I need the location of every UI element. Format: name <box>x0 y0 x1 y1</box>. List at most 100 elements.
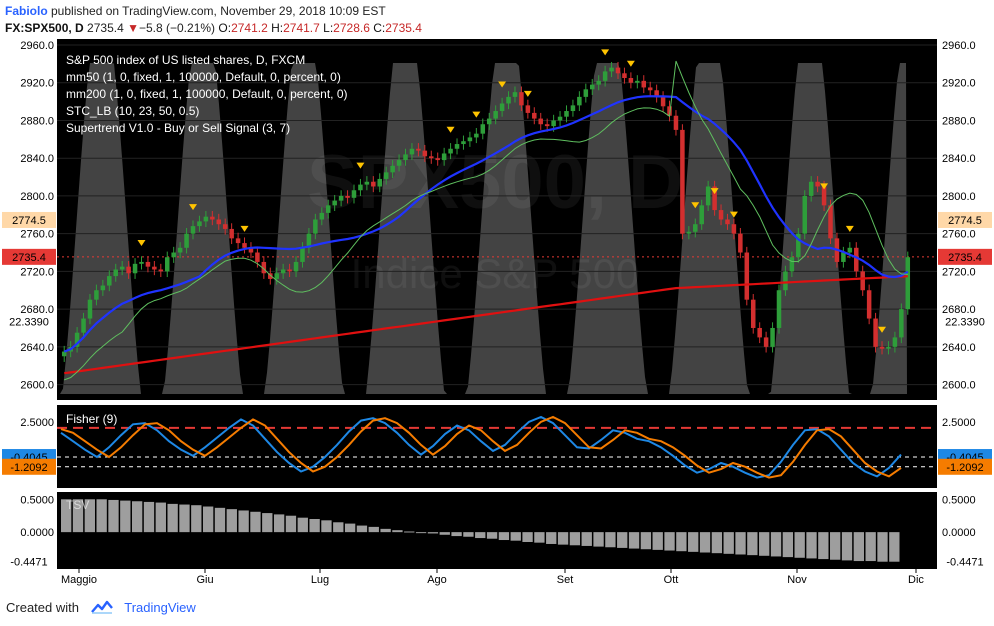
sell-signal-marker <box>356 162 365 169</box>
grid <box>57 44 937 386</box>
tsv-bar <box>344 523 356 533</box>
candle-body <box>280 269 286 274</box>
tsv-bar <box>557 532 569 545</box>
candle-body <box>589 84 595 90</box>
candle-body <box>416 148 421 151</box>
tsv-tick-left: 0.5000 <box>20 494 54 506</box>
fisher-tag-right-bg <box>938 458 992 475</box>
y-tick-label-left: 2840.0 <box>20 153 54 165</box>
candle-body <box>602 71 608 81</box>
tsv-bar <box>262 513 273 533</box>
open-label: O: <box>218 21 232 35</box>
tsv-bars <box>61 499 900 562</box>
candle-body <box>190 226 196 234</box>
candle-body <box>667 106 672 116</box>
candle-body <box>274 273 279 279</box>
candle-body <box>287 269 292 272</box>
supertrend-price-tag-left: 2774.5 <box>12 215 46 227</box>
candle-body <box>325 205 331 213</box>
candle-body <box>229 228 234 239</box>
legend-title: S&P 500 index of US listed shares, D, FX… <box>66 53 305 67</box>
fisher-label[interactable]: Fisher (9) <box>66 412 117 426</box>
candle-body <box>635 80 640 83</box>
tsv-bar <box>415 532 427 534</box>
candle-body <box>654 90 659 97</box>
candle-body <box>448 148 453 154</box>
candle-body <box>892 337 898 347</box>
tsv-bar <box>309 519 320 533</box>
y-tick-label-right: 2680.0 <box>942 304 976 316</box>
candle-body <box>396 160 402 166</box>
close-value: 2735.4 <box>385 21 422 35</box>
candle-body <box>789 257 795 272</box>
sell-signal-marker <box>446 126 455 133</box>
candle-body <box>390 165 395 173</box>
candle-body <box>763 337 769 347</box>
supertrend-price-tag-left-bg <box>2 211 56 228</box>
candle-body <box>544 124 550 127</box>
fisher-pane[interactable] <box>57 405 937 488</box>
candle-body <box>802 195 808 234</box>
candle-body <box>738 233 743 253</box>
tradingview-logo-icon[interactable] <box>90 600 113 617</box>
candle-body <box>757 327 762 338</box>
y-tick-label-right: 2960.0 <box>942 40 976 52</box>
created-with-text: Created with <box>6 600 79 615</box>
candle-body <box>467 137 473 142</box>
candle-body <box>615 67 621 74</box>
y-tick-label-right: 2600.0 <box>942 380 976 392</box>
candle-body <box>564 111 569 117</box>
tsv-bar <box>747 532 758 556</box>
stc-value-tag-left: 22.3390 <box>9 316 49 328</box>
tsv-bar <box>640 532 652 550</box>
tsv-bar <box>628 532 640 549</box>
legend-mm200[interactable]: mm200 (1, 0, fixed, 1, 100000, Default, … <box>66 87 348 101</box>
tsv-bar <box>877 532 888 562</box>
tsv-bar <box>770 532 782 557</box>
tsv-bar <box>688 532 699 552</box>
candle-body <box>828 205 833 239</box>
mm200-line <box>64 275 908 375</box>
candle-body <box>776 290 782 328</box>
candle-body <box>583 89 589 97</box>
candle-body <box>177 247 183 253</box>
chart-canvas[interactable]: SPX500, D Indice S&P 500 2960.0 2960.0292… <box>0 38 994 586</box>
tsv-bar <box>546 532 557 544</box>
sell-signal-marker <box>523 90 532 97</box>
tradingview-link[interactable]: TradingView <box>124 600 196 615</box>
tsv-bar <box>889 532 900 562</box>
tsv-bar <box>226 509 237 533</box>
signals <box>137 49 887 333</box>
mm50-line <box>63 95 909 353</box>
legend-mm50[interactable]: mm50 (1, 0, fixed, 1, 100000, Default, 0… <box>66 70 341 84</box>
tsv-tick-right: -0.4471 <box>946 557 983 569</box>
candle-body <box>332 200 337 206</box>
author-link[interactable]: Fabiolo <box>5 4 48 18</box>
candle-body <box>486 118 492 125</box>
candle-body <box>197 221 202 227</box>
candle-body <box>647 87 653 91</box>
tsv-tick-left: -0.4471 <box>10 557 47 569</box>
candle-body <box>461 141 466 145</box>
legend-stc[interactable]: STC_LB (10, 23, 50, 0.5) <box>66 104 199 118</box>
candle-body <box>815 181 820 187</box>
tsv-tag-right-bg <box>938 553 992 570</box>
candle-body <box>255 252 260 262</box>
candle-body <box>132 263 138 274</box>
fisher-tick-right: -1.2092 <box>946 462 983 474</box>
fisher-tag-left-bg <box>2 458 56 475</box>
tsv-label[interactable]: TSV <box>66 498 89 512</box>
candle-body <box>441 153 447 161</box>
tsv-bar <box>238 510 249 533</box>
candle-body <box>480 124 486 134</box>
candle-body <box>680 129 685 234</box>
candle-body <box>454 144 460 149</box>
candle-body <box>718 210 724 220</box>
candle-body <box>796 233 801 258</box>
tsv-bar <box>486 532 498 539</box>
moving-averages <box>63 60 909 381</box>
legend-supertrend[interactable]: Supertrend V1.0 - Buy or Sell Signal (3,… <box>66 121 290 135</box>
candle-body <box>750 299 756 328</box>
candle-body <box>216 219 222 225</box>
tsv-bar <box>273 514 285 533</box>
